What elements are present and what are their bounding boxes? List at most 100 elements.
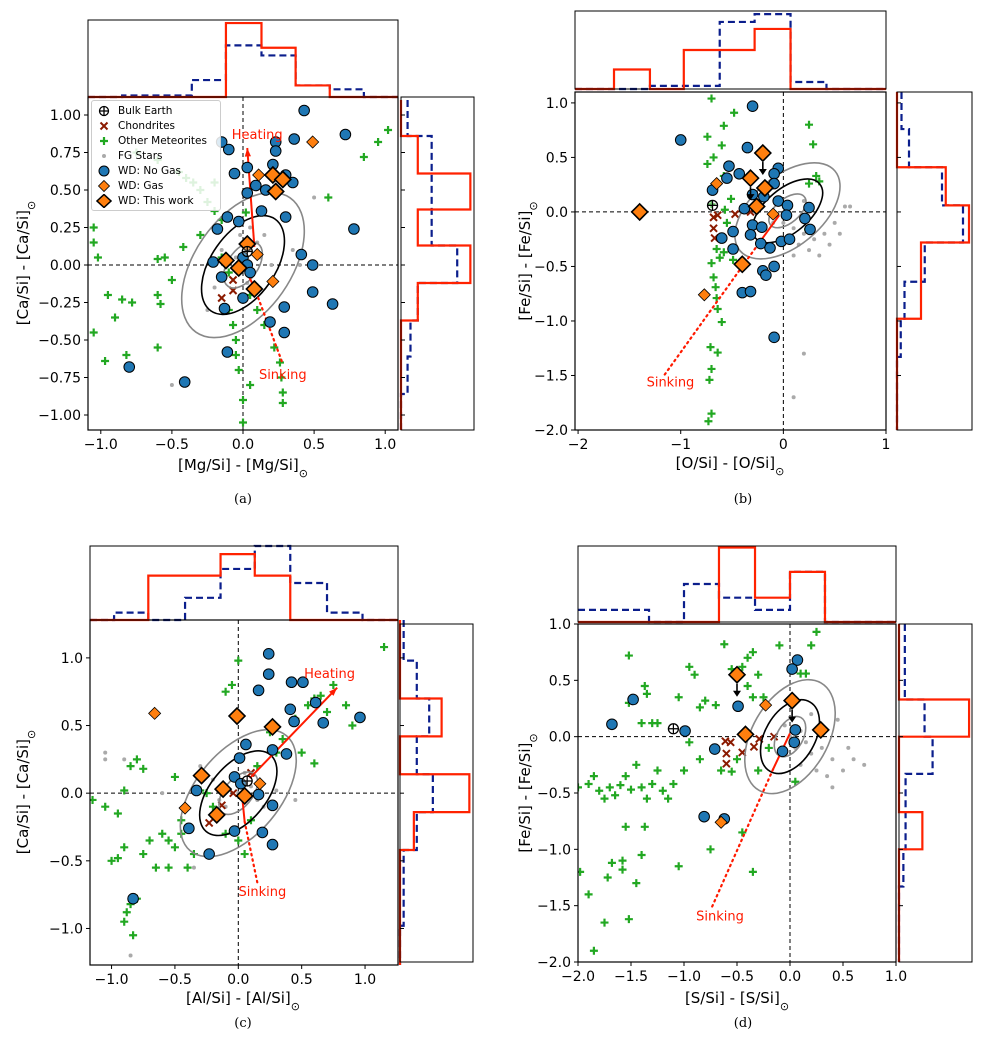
- fg-star-point: [781, 220, 786, 225]
- meteorite-point: [578, 783, 582, 792]
- meteorite-point: [229, 321, 238, 329]
- y-tick-label: −2.0: [534, 423, 568, 439]
- top-histogram-blue: [90, 544, 398, 622]
- meteorite-point: [101, 802, 110, 811]
- fg-star-point: [791, 226, 796, 231]
- wd-this-work-point: [213, 779, 233, 799]
- wd-no-gas-point: [772, 195, 785, 207]
- meteorite-point: [754, 670, 763, 679]
- meteorite-point: [664, 794, 673, 803]
- wd-no-gas-point: [317, 717, 330, 729]
- wd-no-gas-point: [764, 242, 776, 254]
- bulk-earth-cross: [707, 200, 718, 211]
- meteorite-point: [324, 193, 333, 202]
- sinking-label: Sinking: [647, 375, 695, 390]
- fg-star-point: [238, 233, 243, 237]
- meteorite-point: [701, 696, 710, 705]
- right-histogram-blue: [399, 100, 459, 430]
- meteorite-point: [627, 785, 635, 794]
- y-axis-label-sub: ⊙: [25, 201, 38, 210]
- dot-marker-icon: [102, 153, 106, 158]
- meteorite-point: [342, 701, 351, 710]
- meteorite-point: [618, 865, 627, 874]
- wd-no-gas-point: [627, 693, 639, 706]
- chondrite-point: [713, 210, 722, 220]
- meteorite-point: [101, 357, 110, 365]
- meteorite-point: [310, 759, 319, 768]
- wd-no-gas-point: [280, 748, 293, 760]
- meteorite-point: [807, 641, 816, 650]
- meteorite-point: [805, 179, 814, 188]
- wd-no-gas-point: [754, 237, 767, 250]
- meteorite-point: [329, 680, 338, 689]
- wd-no-gas-point: [222, 143, 235, 156]
- meteorite-point: [805, 120, 814, 129]
- meteorite-point: [754, 766, 763, 775]
- meteorite-point: [89, 238, 98, 247]
- wd-no-gas-point: [741, 141, 754, 154]
- meteorite-point: [374, 138, 383, 146]
- meteorite-point: [743, 681, 752, 690]
- meteorite-point: [113, 854, 122, 863]
- wd-no-gas-point: [348, 223, 360, 235]
- wd-no-gas-point: [279, 211, 292, 223]
- fg-star-point: [219, 248, 224, 252]
- fg-star-point: [262, 233, 267, 237]
- heating-label: Heating: [232, 128, 283, 143]
- meteorite-point: [695, 755, 704, 764]
- fg-star-point: [862, 762, 867, 767]
- y-tick-label: −0.5: [49, 854, 83, 870]
- wd-no-gas-point: [285, 676, 298, 689]
- panel-caption: (c): [234, 1016, 251, 1031]
- x-tick-label: 0.5: [303, 437, 325, 453]
- meteorite-point: [624, 651, 633, 660]
- meteorite-point: [812, 171, 821, 180]
- meteorite-point: [733, 755, 741, 764]
- x-tick-label: 1: [882, 437, 891, 453]
- fg-star-point: [822, 231, 827, 236]
- wd-this-work-point: [727, 665, 747, 684]
- fg-star-point: [832, 220, 837, 225]
- fg-star-point: [290, 248, 295, 252]
- chondrite-point: [228, 275, 238, 285]
- legend-item-other-meteorites: Other Meteorites: [96, 133, 216, 148]
- meteorite-point: [603, 873, 612, 882]
- y-tick-label: −1.0: [49, 921, 83, 937]
- meteorite-point: [153, 291, 162, 299]
- meteorite-point: [738, 662, 747, 671]
- wd-no-gas-point: [788, 736, 801, 749]
- y-axis-label: [Ca/Si] - [Ca/Si]⊙: [14, 730, 38, 854]
- wd-no-gas-point: [606, 718, 618, 731]
- wd-no-gas-point: [233, 752, 246, 764]
- meteorite-point: [743, 653, 752, 662]
- y-axis-label: [Fe/Si] - [Fe/Si]⊙: [516, 201, 540, 320]
- x-tick-label: 0.5: [291, 972, 313, 988]
- x-tick-label: −1.0: [95, 972, 129, 988]
- fg-star-contour-1: [180, 191, 306, 339]
- wd-no-gas-point: [278, 326, 291, 339]
- plot-area: [88, 97, 398, 430]
- wd-no-gas-point: [780, 209, 793, 222]
- legend: Bulk Earth Chondrites Other Meteorites F…: [91, 100, 221, 211]
- meteorite-point: [221, 687, 230, 696]
- panel-a: −1.0 −0.5 0.0 0.5 1.0 −1.00 −0.75 −0.50 −0.25 0.0…: [14, 19, 475, 507]
- x-tick-label: 1.0: [885, 969, 907, 985]
- top-histogram-frame: [87, 19, 399, 98]
- wd-no-gas-point: [326, 298, 339, 310]
- x-axis-label-sub: ⊙: [299, 467, 308, 480]
- meteorite-point: [278, 388, 287, 397]
- heating-arrowhead-icon: [244, 148, 251, 157]
- bulk-earth-cross: [668, 723, 679, 734]
- fg-star-point: [817, 253, 822, 258]
- chondrite-point: [722, 759, 731, 768]
- meteorite-point: [126, 762, 135, 771]
- fg-star-point: [801, 199, 806, 204]
- wd-no-gas-point: [284, 703, 297, 716]
- wd-no-gas-point: [252, 684, 265, 697]
- right-histogram-frame: [400, 96, 475, 431]
- plus-marker-icon: [100, 136, 108, 145]
- wd-no-gas-point: [727, 243, 739, 255]
- y-tick-label: −0.5: [534, 259, 568, 275]
- sinking-label: Sinking: [239, 885, 287, 900]
- wd-no-gas-point: [178, 376, 191, 388]
